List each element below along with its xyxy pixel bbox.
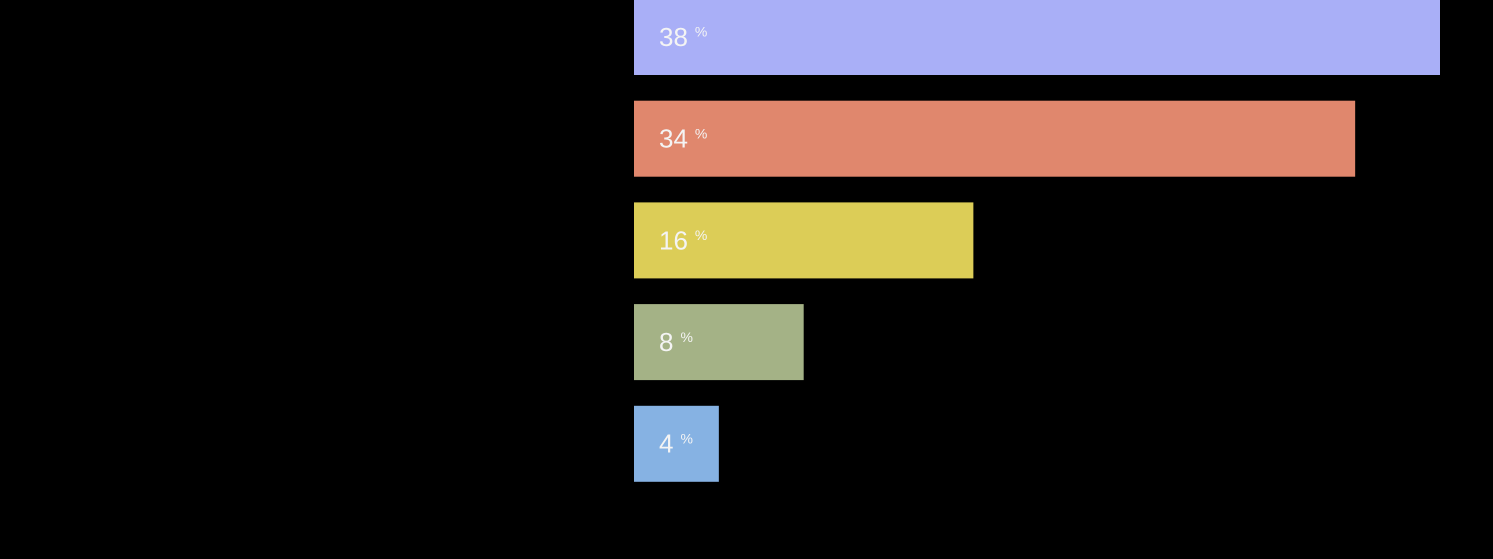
bar [634,0,1440,75]
value-unit: % [680,431,692,447]
value-label: 4 [659,429,673,459]
value-label: 34 [659,124,688,154]
value-unit: % [695,227,707,243]
bar [634,100,1356,177]
value-unit: % [695,125,707,141]
bar [634,304,804,381]
value-label: 16 [659,225,688,255]
value-label: 8 [659,327,673,357]
bar [634,405,719,482]
bar [634,202,974,279]
value-unit: % [695,24,707,40]
value-label: 38 [659,22,688,52]
value-unit: % [680,329,692,345]
